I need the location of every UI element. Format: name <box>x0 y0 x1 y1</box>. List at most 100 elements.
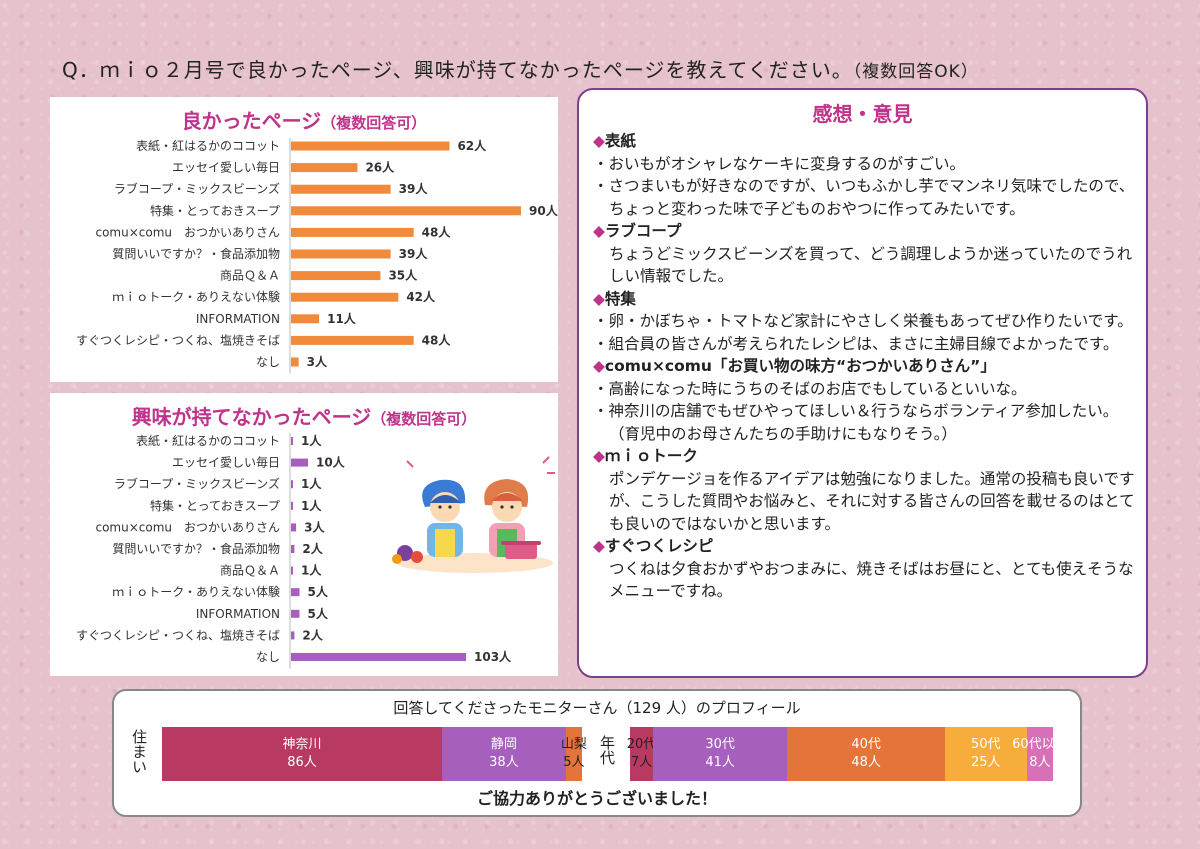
bar-value-label: 11人 <box>327 311 357 326</box>
question-sub: （複数回答OK） <box>852 62 979 82</box>
stack-segment: 静岡 38人 <box>441 727 566 781</box>
good-chart-title: 良かったページ <box>181 109 322 133</box>
segment-value: 5人 <box>563 755 585 770</box>
comment-line: ・神奈川の店舗でもぜひやってほしい＆行うならボランティア参加したい。（育児中のお… <box>593 402 1119 443</box>
bar-value-label: 42人 <box>406 289 436 304</box>
comment-line: ・組合員の皆さんが考えられたレシピは、まさに主婦目線でよかったです。 <box>593 334 1119 353</box>
bar-value-label: 48人 <box>422 332 452 347</box>
bar <box>291 184 391 194</box>
bar <box>291 271 381 281</box>
bar <box>291 314 320 324</box>
bar-value-label: 62人 <box>457 138 487 153</box>
good-chart-subtitle: （複数回答可） <box>321 114 427 132</box>
diamond-icon: ◆ <box>593 357 605 375</box>
category-label: なし <box>256 355 280 369</box>
stack-segment: 50代 25人 <box>944 727 1027 781</box>
segment-value: 48人 <box>851 755 881 770</box>
residence-label-text: 住まい <box>130 729 148 774</box>
bar-value-label: 10人 <box>316 455 346 470</box>
category-label: すぐつくレシピ・つくね、塩焼きそば <box>76 627 280 642</box>
comments-list: ◆表紙 ・おいもがオシャレなケーキに変身するのがすごい。 ・さつまいもが好きなのです… <box>593 130 1138 603</box>
bar-value-label: 5人 <box>307 584 328 599</box>
comments-title: 感想・意見 <box>812 102 913 126</box>
question-main: Q．ｍｉｏ２月号で良かったページ、興味が持てなかったページを教えてください。 <box>62 58 853 82</box>
comment-section-heading: ◆すぐつくレシピ <box>593 535 1138 558</box>
bar-value-label: 2人 <box>302 541 323 556</box>
comment-line: ・高齢になった時にうちのそばのお店でもしているといいな。 <box>593 379 1027 398</box>
bar-value-label: 26人 <box>365 160 395 175</box>
category-label: すぐつくレシピ・つくね、塩焼きそば <box>76 332 280 347</box>
category-label: 商品Ｑ＆Ａ <box>220 563 280 578</box>
comment-line: ・おいもがオシャレなケーキに変身するのがすごい。 <box>593 154 966 173</box>
bar-value-label: 35人 <box>388 268 418 283</box>
comment-line: ・さつまいもが好きなのですが、いつもふかし芋でマンネリ気味でしたので、ちょっと変… <box>593 177 1135 218</box>
segment-category: 神奈川 <box>282 737 322 752</box>
bar <box>291 631 295 640</box>
comment-section-title: ｍｉｏトーク <box>604 447 698 465</box>
segment-category: 50代 <box>970 737 1001 752</box>
comments-panel: 感想・意見 ◆表紙 ・おいもがオシャレなケーキに変身するのがすごい。 ・さつまいもが… <box>577 88 1148 678</box>
segment-category: 30代 <box>705 737 735 752</box>
category-label: INFORMATION <box>196 312 280 326</box>
bad-pages-panel: 興味が持てなかったページ（複数回答可） 表紙・紅はるかのココット 1人 エッセイ愛し… <box>50 393 558 676</box>
segment-value: 7人 <box>630 755 653 770</box>
bar-value-label: 103人 <box>474 649 512 664</box>
comment-section-heading: ◆特集 <box>593 288 1138 311</box>
bar-value-label: 39人 <box>399 246 429 261</box>
bar <box>291 249 391 259</box>
question-text: Q．ｍｉｏ２月号で良かったページ、興味が持てなかったページを教えてください。（複… <box>62 54 1162 83</box>
bar <box>291 501 293 510</box>
bar <box>291 653 466 661</box>
bad-chart-subtitle: （複数回答可） <box>371 410 477 428</box>
segment-category: 山梨 <box>560 737 587 752</box>
stack-segment: 30代 41人 <box>652 727 788 781</box>
segment-value: 86人 <box>287 755 317 770</box>
bar <box>291 227 414 237</box>
bar-value-label: 90人 <box>529 203 558 218</box>
category-label: 質問いいですか？・食品添加物 <box>112 246 280 261</box>
bar-value-label: 5人 <box>307 606 328 621</box>
category-label: ラブコープ・ミックスビーンズ <box>114 476 280 491</box>
segment-category: 60代以上 <box>1012 737 1068 752</box>
bar <box>291 437 293 445</box>
age-label-text: 年代 <box>598 735 616 765</box>
bar <box>291 357 299 367</box>
diamond-icon: ◆ <box>593 132 605 150</box>
segment-value: 38人 <box>489 755 519 770</box>
comment-section-heading: ◆comu×comu「お買い物の味方“おつかいありさん”」 <box>593 355 1138 378</box>
bar <box>291 480 293 489</box>
category-label: ｍｉｏトーク・ありえない体験 <box>112 289 280 304</box>
residence-label: 住まい <box>130 729 148 778</box>
bar-value-label: 48人 <box>422 224 452 239</box>
comment-section-heading: ◆ｍｉｏトーク <box>593 445 1138 468</box>
category-label: エッセイ愛しい毎日 <box>172 455 280 470</box>
stack-segment: 神奈川 86人 <box>162 727 442 781</box>
bar <box>291 458 308 467</box>
profile-panel: 回答してくださったモニターさん（129 人）のプロフィール 住まい 神奈川 86人… <box>112 689 1082 817</box>
bar-value-label: 39人 <box>399 181 429 196</box>
age-bar: 20代 7人 30代 41人 40代 48人 50代 25人 60代以上 8人 <box>627 727 1068 781</box>
comment-section-title: 表紙 <box>604 132 636 150</box>
bar <box>291 523 297 532</box>
segment-category: 40代 <box>851 737 881 752</box>
good-pages-panel: 良かったページ（複数回答可） 表紙・紅はるかのココット 62人 エッセイ愛しい毎日 2… <box>50 97 558 382</box>
bar <box>291 141 450 151</box>
segment-value: 41人 <box>705 755 735 770</box>
bar <box>291 566 293 575</box>
bar <box>291 609 300 618</box>
age-label: 年代 <box>598 735 616 769</box>
category-label: comu×comu おつかいありさん <box>95 225 280 239</box>
comment-section-title: comu×comu「お買い物の味方“おつかいありさん”」 <box>604 357 996 375</box>
bar-value-label: 3人 <box>307 354 328 369</box>
bar-value-label: 1人 <box>301 498 322 513</box>
bad-chart-title: 興味が持てなかったページ <box>131 405 372 429</box>
category-label: 商品Ｑ＆Ａ <box>220 268 280 283</box>
bar <box>291 206 521 216</box>
stack-segment: 60代以上 8人 <box>1012 727 1068 781</box>
category-label: ラブコープ・ミックスビーンズ <box>114 181 280 196</box>
bar-value-label: 1人 <box>301 433 322 448</box>
comment-section-title: 特集 <box>604 289 636 308</box>
comment-section-title: ラブコープ <box>604 222 682 240</box>
